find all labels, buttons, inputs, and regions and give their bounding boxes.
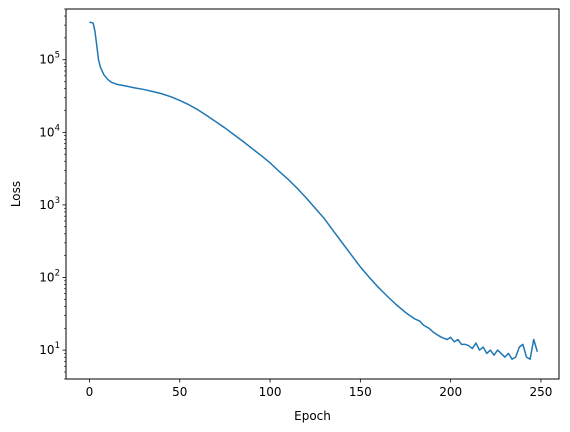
- x-tick-label: 200: [439, 385, 462, 399]
- x-axis-label: Epoch: [294, 409, 331, 423]
- y-tick-label-base: 10: [39, 125, 54, 139]
- x-tick-label: 250: [529, 385, 552, 399]
- y-tick-label-base: 10: [39, 53, 54, 67]
- y-axis-label: Loss: [9, 181, 23, 207]
- y-tick-label-exponent: 2: [55, 269, 60, 279]
- loss-series-line: [89, 21, 539, 360]
- marks-layer: [89, 21, 539, 360]
- y-tick-label-base: 10: [39, 198, 54, 212]
- plot-frame: [65, 8, 560, 380]
- y-tick-label-base: 10: [39, 343, 54, 357]
- y-tick-label: 103: [39, 196, 60, 212]
- y-tick-label: 104: [39, 123, 60, 139]
- x-tick-label: 50: [172, 385, 187, 399]
- y-tick-label: 102: [39, 269, 60, 285]
- x-tick-label: 100: [259, 385, 282, 399]
- y-tick-label-exponent: 3: [55, 196, 60, 206]
- y-tick-label: 105: [39, 51, 60, 67]
- y-tick-label-exponent: 5: [55, 51, 60, 61]
- y-tick-label-exponent: 1: [55, 341, 60, 351]
- x-tick-label: 150: [349, 385, 372, 399]
- y-tick-label-exponent: 4: [55, 123, 60, 133]
- y-tick-label: 101: [39, 341, 60, 357]
- x-tick-label: 0: [86, 385, 94, 399]
- y-tick-label-base: 10: [39, 271, 54, 285]
